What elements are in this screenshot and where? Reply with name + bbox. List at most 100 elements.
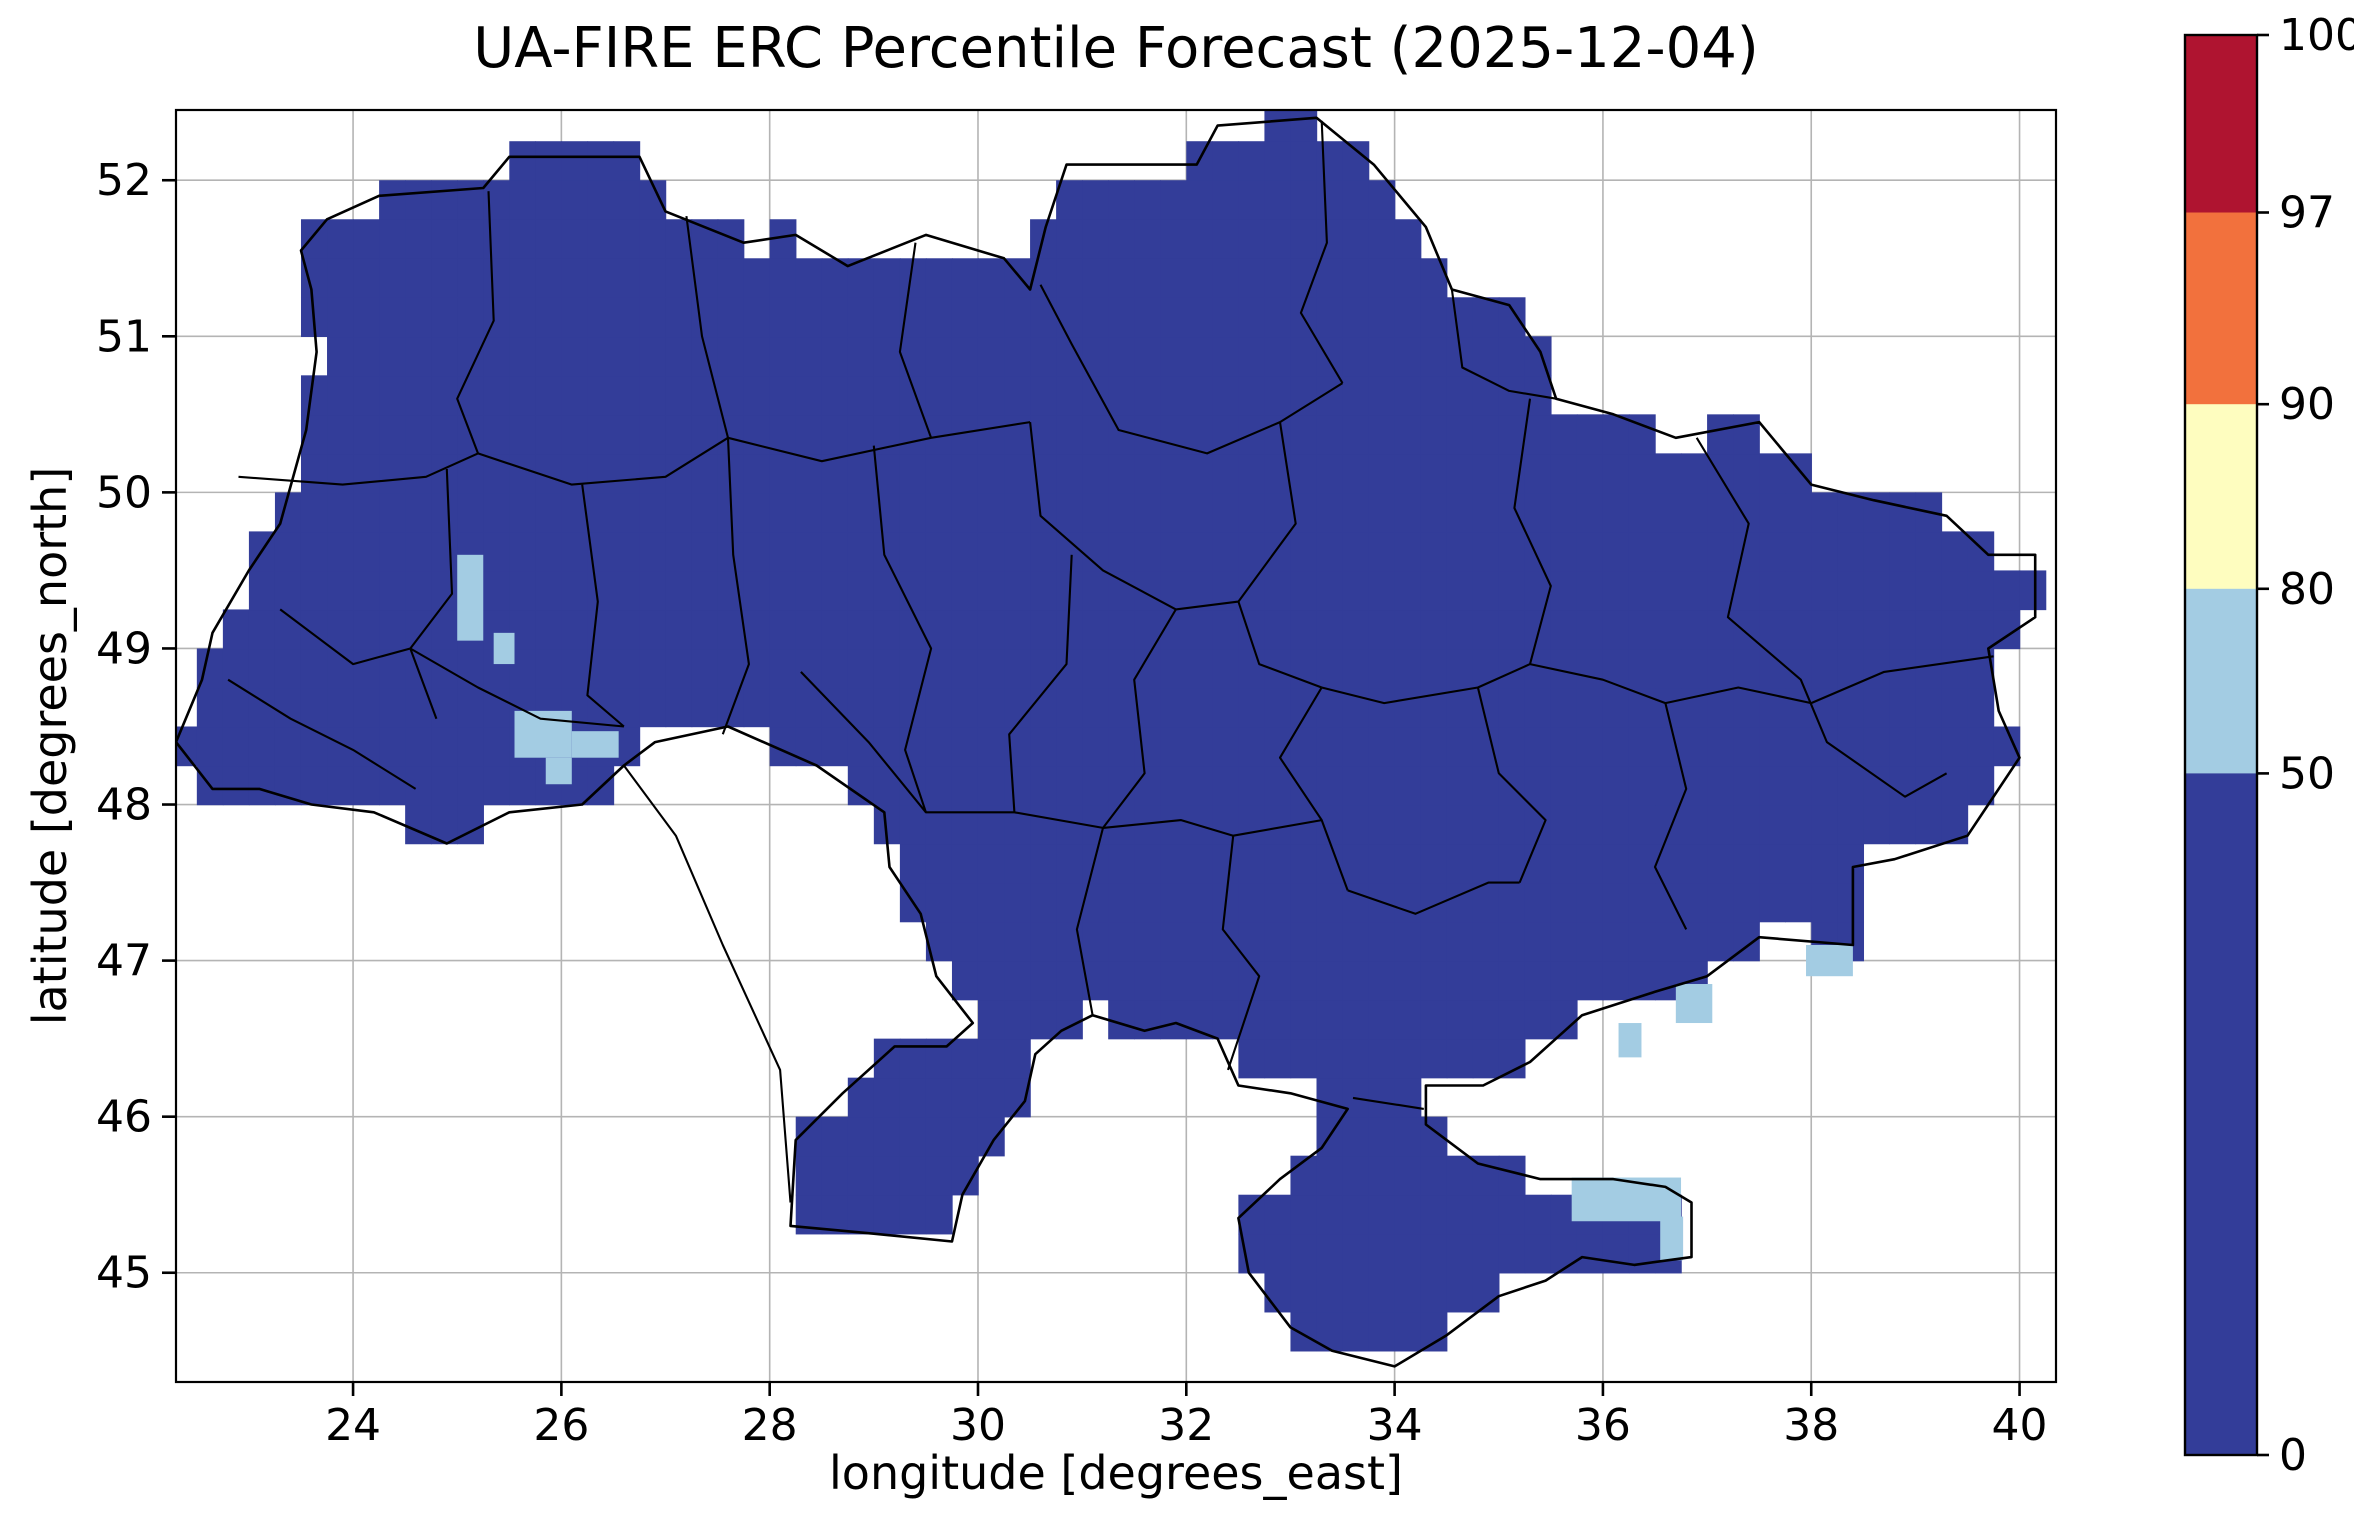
- map-cell-0-50: [1108, 765, 1135, 806]
- map-cell-0-50: [457, 297, 484, 338]
- map-cell-0-50: [847, 609, 875, 650]
- map-cell-0-50: [847, 453, 875, 494]
- map-cell-0-50: [1368, 1038, 1396, 1079]
- map-cell-0-50: [717, 336, 745, 377]
- map-cell-0-50: [1446, 1272, 1474, 1313]
- map-cell-0-50: [300, 687, 328, 728]
- map-cell-0-50: [1602, 726, 1630, 767]
- map-cell-0-50: [457, 648, 484, 689]
- map-cell-0-50: [1342, 219, 1370, 259]
- map-cell-0-50: [1134, 219, 1161, 259]
- oblast-border-line: [456, 191, 495, 454]
- map-cell-0-50: [1134, 726, 1161, 767]
- oblast-border-line: [1653, 702, 1688, 930]
- map-cell-0-50: [1082, 375, 1109, 416]
- map-cell-0-50: [691, 492, 719, 533]
- map-cell-0-50: [925, 375, 953, 416]
- map-cell-0-50: [1446, 375, 1474, 416]
- map-cell-0-50: [873, 258, 901, 298]
- map-cell-0-50: [1004, 648, 1031, 689]
- map-cell-0-50: [353, 414, 380, 455]
- map-cell-0-50: [509, 570, 537, 611]
- map-cell-0-50: [353, 258, 380, 298]
- map-cell-0-50: [1602, 1233, 1630, 1274]
- map-cell-0-50: [1394, 297, 1422, 338]
- map-cell-0-50: [222, 687, 250, 728]
- map-cell-0-50: [1264, 999, 1292, 1040]
- map-cell-0-50: [1108, 531, 1135, 572]
- map-cell-0-50: [1290, 375, 1318, 416]
- map-cell-0-50: [1602, 687, 1630, 728]
- map-cell-0-50: [1186, 609, 1214, 650]
- map-cell-0-50: [1498, 921, 1526, 962]
- map-cell-0-50: [379, 336, 406, 377]
- map-cell-0-50: [1030, 882, 1057, 923]
- map-cell-0-50: [1576, 921, 1604, 962]
- oblast-border-line: [898, 242, 933, 439]
- map-cell-0-50: [1394, 1155, 1422, 1196]
- map-cell-0-50: [1342, 609, 1370, 650]
- map-cell-0-50: [1134, 453, 1161, 494]
- map-cell-0-50: [613, 219, 641, 259]
- map-cell-0-50: [1394, 258, 1422, 298]
- map-cell-0-50: [1394, 765, 1422, 806]
- map-cell-0-50: [1785, 726, 1812, 767]
- map-cell-0-50: [743, 336, 771, 377]
- map-cell-0-50: [1863, 531, 1891, 572]
- colorbar-tick-label: 90: [2279, 379, 2335, 430]
- map-cell-0-50: [509, 297, 537, 338]
- map-cell-0-50: [873, 531, 901, 572]
- map-cell-0-50: [1186, 765, 1214, 806]
- map-cell-0-50: [1030, 765, 1057, 806]
- map-cell-0-50: [1368, 258, 1396, 298]
- map-cell-50-80: [1806, 944, 1853, 977]
- map-cell-0-50: [274, 570, 302, 611]
- map-cell-0-50: [717, 258, 745, 298]
- map-cell-0-50: [1759, 882, 1786, 923]
- map-cell-0-50: [1082, 570, 1109, 611]
- map-cell-0-50: [795, 258, 823, 298]
- map-cell-0-50: [379, 492, 406, 533]
- map-cell-0-50: [1212, 999, 1240, 1040]
- map-cell-0-50: [379, 765, 406, 806]
- map-cell-0-50: [1863, 609, 1891, 650]
- map-cell-0-50: [1082, 492, 1109, 533]
- chart-title: UA-FIRE ERC Percentile Forecast (2025-12…: [473, 16, 1759, 81]
- map-cell-0-50: [1446, 882, 1474, 923]
- map-cell-0-50: [1342, 570, 1370, 611]
- map-cell-0-50: [795, 726, 823, 767]
- map-cell-0-50: [1394, 609, 1422, 650]
- map-cell-0-50: [1004, 609, 1031, 650]
- map-cell-0-50: [1889, 726, 1917, 767]
- map-cell-0-50: [1681, 843, 1708, 884]
- map-cell-0-50: [795, 687, 823, 728]
- map-cell-0-50: [1420, 960, 1448, 1001]
- map-cell-0-50: [1550, 414, 1578, 455]
- map-cell-0-50: [1472, 765, 1500, 806]
- map-cell-0-50: [873, 1194, 901, 1235]
- map-cell-0-50: [1030, 921, 1057, 962]
- map-cell-0-50: [1733, 687, 1760, 728]
- map-cell-0-50: [431, 297, 458, 338]
- map-cell-0-50: [1342, 375, 1370, 416]
- map-cell-0-50: [1160, 921, 1188, 962]
- map-cell-0-50: [379, 453, 406, 494]
- map-cell-0-50: [248, 648, 276, 689]
- map-cell-0-50: [977, 453, 1005, 494]
- map-cell-0-50: [1628, 960, 1656, 1001]
- map-cell-0-50: [1082, 726, 1109, 767]
- map-layer: [176, 110, 2047, 1368]
- map-cell-0-50: [1681, 570, 1708, 611]
- map-cell-0-50: [1681, 492, 1708, 533]
- map-cell-0-50: [1498, 570, 1526, 611]
- map-cell-0-50: [587, 414, 615, 455]
- map-cell-0-50: [951, 843, 979, 884]
- map-cell-0-50: [457, 180, 484, 220]
- map-cell-0-50: [405, 375, 432, 416]
- map-cell-0-50: [1889, 531, 1917, 572]
- map-cell-0-50: [691, 609, 719, 650]
- map-cell-0-50: [1264, 687, 1292, 728]
- map-cell-0-50: [587, 336, 615, 377]
- oblast-border-line: [1347, 881, 1520, 915]
- map-cell-0-50: [353, 609, 380, 650]
